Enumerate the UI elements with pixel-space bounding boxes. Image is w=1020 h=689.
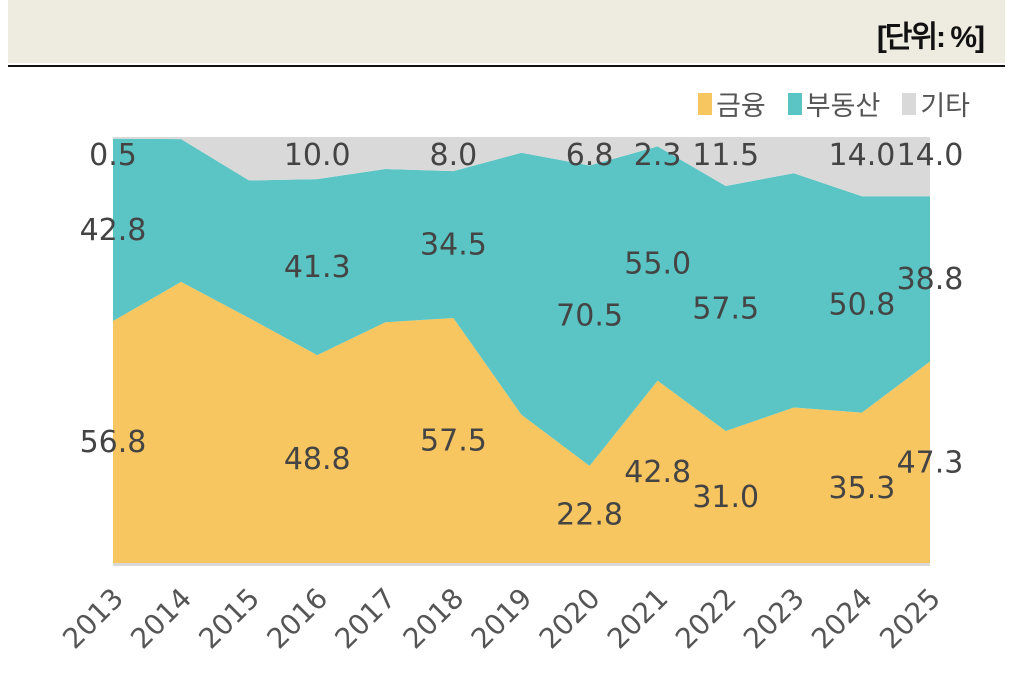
legend-swatch: [902, 92, 917, 115]
legend-label: 기타: [920, 91, 970, 122]
data-label: 42.8: [624, 455, 691, 490]
legend-item-finance: 금융: [698, 84, 766, 123]
x-tick-label: 2022: [669, 582, 743, 656]
legend: 금융 부동산 기타: [698, 84, 970, 123]
x-tick-label: 2015: [192, 582, 266, 656]
data-label: 14.0: [897, 138, 964, 173]
data-label: 22.8: [556, 497, 623, 532]
data-label: 35.3: [829, 471, 896, 506]
area-2: [113, 137, 930, 197]
x-tick-label: 2013: [56, 582, 130, 656]
data-label: 55.0: [624, 247, 691, 282]
legend-item-real-estate: 부동산: [787, 84, 881, 123]
area-1: [113, 138, 930, 466]
data-label: 42.8: [80, 213, 147, 248]
x-tick-label: 2014: [124, 582, 198, 656]
data-label: 48.8: [284, 442, 351, 477]
legend-swatch: [698, 92, 713, 115]
data-label: 8.0: [430, 138, 478, 173]
data-label: 50.8: [829, 287, 896, 322]
data-label: 2.3: [634, 138, 682, 173]
x-tick-label: 2025: [873, 582, 947, 656]
legend-swatch: [787, 92, 802, 115]
data-label: 41.3: [284, 250, 351, 285]
data-label: 57.5: [692, 291, 759, 326]
x-tick-label: 2023: [737, 582, 811, 656]
data-label: 10.0: [284, 138, 351, 173]
unit-label: [단위: %]: [876, 21, 985, 54]
x-tick-label: 2016: [260, 582, 334, 656]
legend-item-other: 기타: [902, 84, 970, 123]
data-label: 6.8: [566, 138, 614, 173]
data-label: 56.8: [80, 425, 147, 460]
data-label: 57.5: [420, 424, 487, 459]
x-tick-label: 2018: [397, 582, 471, 656]
x-tick-label: 2020: [533, 582, 607, 656]
data-label: 31.0: [692, 480, 759, 515]
data-label: 0.5: [89, 138, 137, 173]
header-band: [단위: %]: [8, 0, 1005, 63]
data-label: 14.0: [829, 138, 896, 173]
data-label: 34.5: [420, 228, 487, 263]
legend-label: 금융: [716, 91, 766, 122]
data-label: 38.8: [897, 262, 964, 297]
data-label: 11.5: [692, 138, 759, 173]
legend-label: 부동산: [805, 91, 881, 122]
x-tick-label: 2024: [805, 582, 879, 656]
x-axis-line: [113, 563, 930, 566]
header-divider: [8, 65, 1005, 67]
area-0: [113, 281, 930, 563]
data-label: 47.3: [897, 445, 964, 480]
x-tick-label: 2017: [329, 582, 403, 656]
x-tick-label: 2019: [465, 582, 539, 656]
data-label: 70.5: [556, 299, 623, 334]
x-tick-label: 2021: [601, 582, 675, 656]
